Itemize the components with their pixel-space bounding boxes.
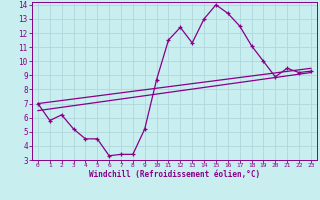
X-axis label: Windchill (Refroidissement éolien,°C): Windchill (Refroidissement éolien,°C) bbox=[89, 170, 260, 179]
